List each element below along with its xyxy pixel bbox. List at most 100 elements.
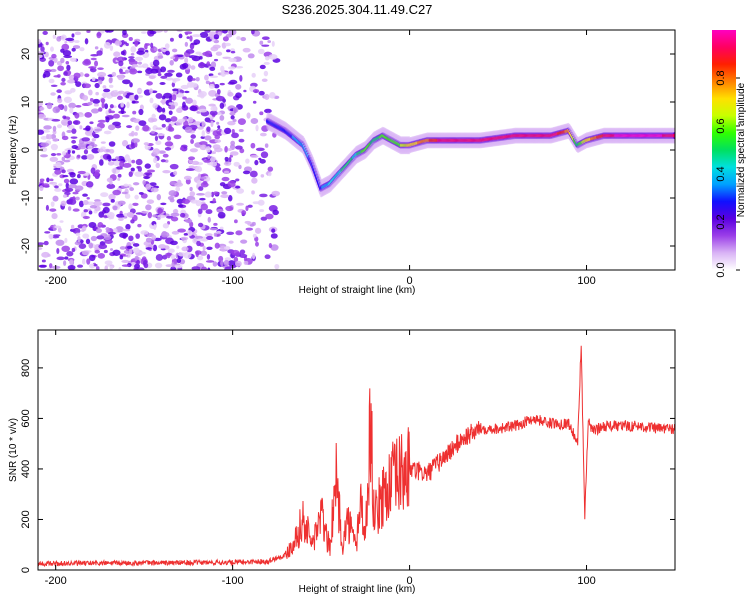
noise-blob xyxy=(260,151,269,159)
noise-blob xyxy=(164,43,170,49)
noise-blob xyxy=(162,170,171,174)
noise-blob xyxy=(62,115,67,119)
noise-blob xyxy=(108,141,116,147)
noise-blob xyxy=(195,51,202,55)
noise-blob xyxy=(197,126,204,130)
noise-blob xyxy=(152,59,160,67)
noise-blob xyxy=(170,56,176,60)
noise-blob xyxy=(136,166,140,169)
noise-blob xyxy=(158,114,167,121)
noise-blob xyxy=(219,102,225,109)
noise-blob xyxy=(212,44,221,49)
snr-line xyxy=(38,345,675,568)
noise-blob xyxy=(198,186,204,191)
noise-blob xyxy=(41,251,50,258)
noise-blob xyxy=(227,260,236,267)
noise-blob xyxy=(82,233,90,239)
noise-blob xyxy=(50,46,54,52)
noise-blob xyxy=(267,172,272,177)
noise-blob xyxy=(38,101,43,107)
noise-blob xyxy=(84,38,89,45)
noise-blob xyxy=(168,190,177,197)
noise-blob xyxy=(110,248,114,251)
noise-blob xyxy=(183,120,189,127)
noise-blob xyxy=(228,66,236,70)
noise-blob xyxy=(91,147,101,154)
noise-blob xyxy=(254,227,262,234)
noise-blob xyxy=(94,82,100,89)
noise-blob xyxy=(182,96,187,100)
noise-blob xyxy=(52,34,57,39)
noise-blob xyxy=(82,193,88,197)
noise-blob xyxy=(107,161,115,166)
noise-blob xyxy=(235,92,242,99)
noise-blob xyxy=(233,256,239,263)
noise-blob xyxy=(71,139,77,144)
noise-blob xyxy=(40,146,48,153)
noise-blob xyxy=(88,254,96,262)
noise-blob xyxy=(226,231,235,235)
noise-blob xyxy=(103,130,112,135)
noise-blob xyxy=(75,105,82,108)
noise-blob xyxy=(74,185,84,191)
noise-blob xyxy=(92,98,100,104)
noise-blob xyxy=(130,219,135,224)
noise-blob xyxy=(77,264,84,268)
noise-blob xyxy=(141,31,147,34)
noise-blob xyxy=(180,84,189,90)
noise-blob xyxy=(167,69,175,73)
noise-blob xyxy=(130,167,135,172)
noise-blob xyxy=(155,127,163,130)
noise-blob xyxy=(198,56,203,60)
noise-blob xyxy=(189,186,193,192)
noise-blob xyxy=(149,88,153,94)
spectrogram-x-tick-label: 0 xyxy=(407,275,413,287)
noise-blob xyxy=(87,101,93,106)
noise-blob xyxy=(179,146,184,151)
noise-blob xyxy=(109,265,113,270)
noise-blob xyxy=(259,193,268,198)
noise-blob xyxy=(83,149,89,155)
noise-blob xyxy=(157,55,164,59)
noise-blob xyxy=(156,193,162,201)
noise-blob xyxy=(197,62,206,69)
noise-blob xyxy=(209,110,218,116)
noise-blob xyxy=(103,148,112,153)
noise-blob xyxy=(112,249,121,256)
noise-blob xyxy=(184,41,189,47)
noise-blob xyxy=(61,169,66,174)
noise-blob xyxy=(63,178,70,184)
noise-blob xyxy=(210,156,217,162)
noise-blob xyxy=(39,178,45,182)
noise-blob xyxy=(204,50,212,58)
noise-blob xyxy=(229,79,238,85)
noise-blob xyxy=(232,106,239,113)
noise-blob xyxy=(112,205,118,211)
noise-blob xyxy=(50,153,57,157)
noise-blob xyxy=(56,153,62,156)
noise-blob xyxy=(86,153,95,160)
noise-blob xyxy=(162,153,169,158)
noise-blob xyxy=(208,103,216,107)
noise-blob xyxy=(103,88,111,93)
noise-blob xyxy=(236,188,245,194)
noise-blob xyxy=(77,170,86,175)
noise-blob xyxy=(191,160,200,166)
noise-blob xyxy=(235,178,240,182)
noise-blob xyxy=(217,211,226,219)
noise-blob xyxy=(119,255,124,260)
noise-blob xyxy=(81,258,86,265)
noise-blob xyxy=(162,223,170,229)
noise-blob xyxy=(207,267,211,270)
noise-blob xyxy=(197,208,203,215)
noise-blob xyxy=(150,42,154,49)
noise-blob xyxy=(181,246,189,252)
noise-blob xyxy=(46,102,53,110)
noise-blob xyxy=(259,132,267,137)
noise-blob xyxy=(94,46,99,50)
noise-blob xyxy=(227,92,234,97)
noise-blob xyxy=(97,71,107,78)
noise-blob xyxy=(172,208,179,214)
noise-blob xyxy=(196,240,201,247)
noise-blob xyxy=(191,266,201,270)
